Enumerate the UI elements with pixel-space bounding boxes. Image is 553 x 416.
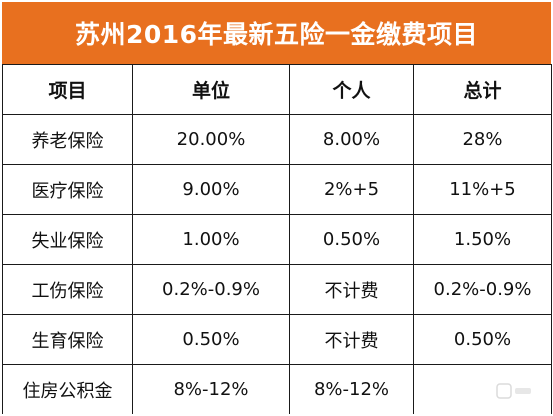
total-rate: 1.50%: [413, 214, 552, 265]
total-rate: 11%+5: [413, 164, 552, 215]
row-label: 医疗保险: [2, 164, 133, 215]
row-label: 工伤保险: [2, 264, 133, 315]
table-row: 医疗保险 9.00% 2%+5 11%+5: [2, 164, 552, 215]
employer-rate: 1.00%: [132, 214, 290, 265]
header-item: 项目: [2, 64, 133, 115]
table-row: 失业保险 1.00% 0.50% 1.50%: [2, 214, 552, 265]
employer-rate: 20.00%: [132, 114, 290, 165]
table-row: 养老保险 20.00% 8.00% 28%: [2, 114, 552, 165]
table-row: 工伤保险 0.2%-0.9% 不计费 0.2%-0.9%: [2, 264, 552, 315]
total-rate: [413, 364, 552, 414]
table-row: 住房公积金 8%-12% 8%-12%: [2, 364, 552, 414]
row-label: 养老保险: [2, 114, 133, 165]
table-row: 生育保险 0.50% 不计费 0.50%: [2, 314, 552, 365]
employer-rate: 8%-12%: [132, 364, 290, 414]
total-rate: 0.2%-0.9%: [413, 264, 552, 315]
individual-rate: 0.50%: [289, 214, 414, 265]
row-label: 失业保险: [2, 214, 133, 265]
individual-rate: 不计费: [289, 314, 414, 365]
contribution-table: 项目 单位 个人 总计 养老保险 20.00% 8.00% 28% 医疗保险 9…: [2, 64, 552, 414]
row-label: 住房公积金: [2, 364, 133, 414]
header-row: 项目 单位 个人 总计: [2, 64, 552, 115]
total-rate: 28%: [413, 114, 552, 165]
table-title: 苏州2016年最新五险一金缴费项目: [2, 2, 551, 64]
employer-rate: 9.00%: [132, 164, 290, 215]
total-rate: 0.50%: [413, 314, 552, 365]
individual-rate: 不计费: [289, 264, 414, 315]
watermark-logo-icon: [496, 383, 531, 399]
individual-rate: 8%-12%: [289, 364, 414, 414]
header-total: 总计: [413, 64, 552, 115]
row-label: 生育保险: [2, 314, 133, 365]
header-employer: 单位: [132, 64, 290, 115]
employer-rate: 0.50%: [132, 314, 290, 365]
individual-rate: 8.00%: [289, 114, 414, 165]
individual-rate: 2%+5: [289, 164, 414, 215]
employer-rate: 0.2%-0.9%: [132, 264, 290, 315]
header-individual: 个人: [289, 64, 414, 115]
